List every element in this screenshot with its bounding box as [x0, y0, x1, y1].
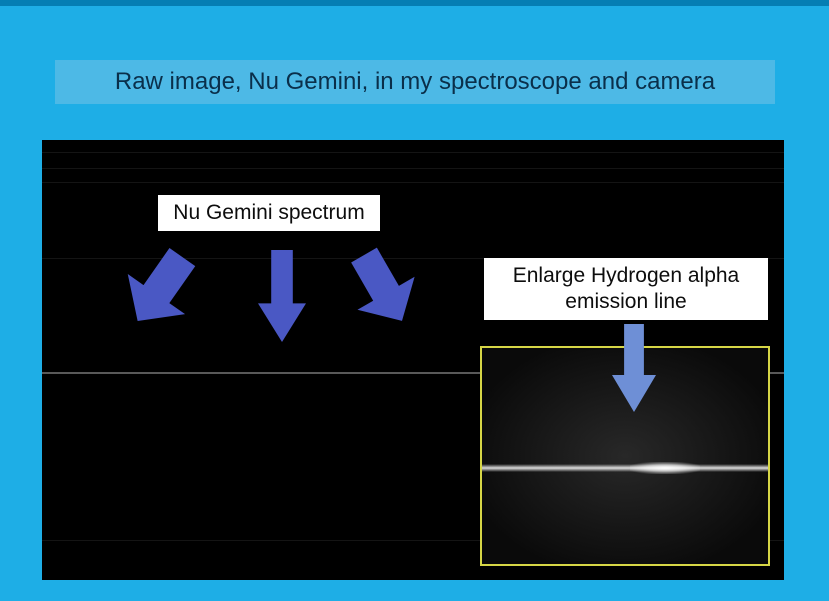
inset-spectrum-line [482, 464, 768, 472]
image-streak [42, 168, 784, 169]
label-spectrum: Nu Gemini spectrum [158, 195, 380, 231]
arrow-down-right-icon [330, 230, 436, 346]
label-emission-line1: Enlarge Hydrogen alpha [513, 263, 740, 289]
arrow-down-left-icon [105, 230, 215, 348]
image-streak [42, 182, 784, 183]
top-strip [0, 0, 829, 6]
slide-root: Raw image, Nu Gemini, in my spectroscope… [0, 0, 829, 601]
arrow-down-emission-icon [592, 304, 676, 432]
image-streak [42, 152, 784, 153]
label-spectrum-text: Nu Gemini spectrum [173, 201, 364, 225]
slide-title-text: Raw image, Nu Gemini, in my spectroscope… [115, 68, 715, 96]
slide-title: Raw image, Nu Gemini, in my spectroscope… [55, 60, 775, 104]
inset-emission-bump [630, 462, 700, 474]
arrow-down-center-icon [238, 230, 326, 362]
